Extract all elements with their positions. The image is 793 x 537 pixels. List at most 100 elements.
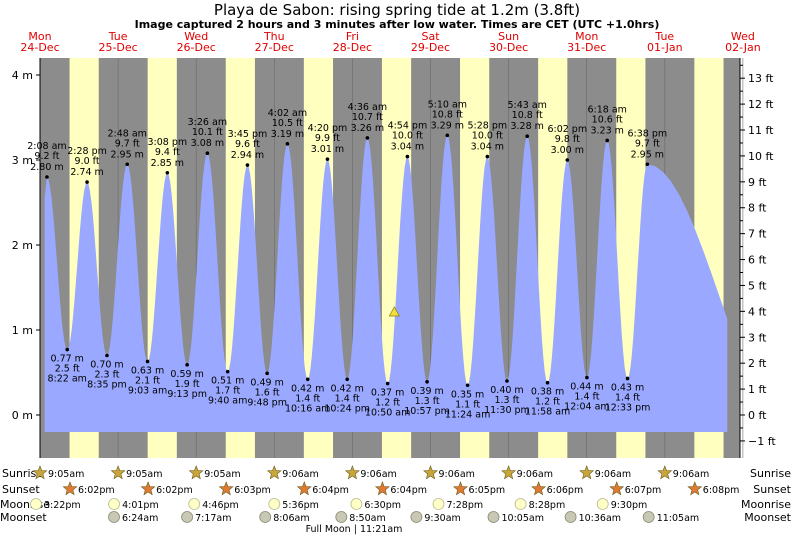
sunrise-icon xyxy=(501,465,517,480)
moonset-icon xyxy=(487,511,500,523)
sunset-label-left: Sunset xyxy=(2,483,40,496)
chart-title: Playa de Sabon: rising spring tide at 1.… xyxy=(214,1,580,19)
day-date: 29-Dec xyxy=(411,41,450,54)
sunrise-icon xyxy=(657,465,673,480)
moonrise-icon xyxy=(108,498,120,510)
sunrise-time: 9:06am xyxy=(595,469,631,480)
low-tide-metres: 0.35 m xyxy=(451,389,484,400)
moonrise-icon xyxy=(432,498,445,510)
low-tide-time: 10:16 am xyxy=(285,403,330,414)
moonrise-time: 6:30pm xyxy=(364,500,401,511)
moonset-icon xyxy=(335,511,348,523)
low-tide-metres: 0.39 m xyxy=(410,386,443,397)
moonrise-icon xyxy=(350,498,363,510)
sunrise-time: 9:05am xyxy=(126,469,162,480)
low-tide-feet: 1.2 ft xyxy=(535,397,560,408)
low-tide-point xyxy=(105,353,109,358)
sunrise-time: 9:06am xyxy=(439,469,475,480)
moonrise-time: 4:46pm xyxy=(202,500,239,511)
high-tide-metres: 3.28 m xyxy=(510,121,543,132)
sunset-time: 6:02pm xyxy=(156,485,193,496)
moonset-label-right: Moonset xyxy=(744,511,791,524)
low-tide-time: 8:22 am xyxy=(48,374,87,385)
sunset-icon xyxy=(374,481,390,496)
day-name: Sun xyxy=(498,30,519,43)
moonset-icon xyxy=(181,511,194,523)
right-tick-label: 11 ft xyxy=(748,124,774,137)
sunrise-time: 9:06am xyxy=(360,469,396,480)
low-tide-feet: 2.3 ft xyxy=(94,370,119,381)
high-tide-time: 4:54 pm xyxy=(388,121,428,132)
high-tide-feet: 9.4 ft xyxy=(155,147,180,158)
high-tide-metres: 3.26 m xyxy=(351,123,384,134)
high-tide-metres: 2.95 m xyxy=(110,149,143,160)
moonset-time: 6:24am xyxy=(122,513,158,524)
sunset-time: 6:05pm xyxy=(469,485,506,496)
moonset-icon xyxy=(564,511,577,523)
high-tide-feet: 9.0 ft xyxy=(75,156,100,167)
moonset-time: 10:36am xyxy=(579,513,621,524)
low-tide-feet: 1.3 ft xyxy=(494,395,519,406)
day-date: 25-Dec xyxy=(98,41,137,54)
moonset-icon xyxy=(642,511,655,523)
low-tide-feet: 1.3 ft xyxy=(415,396,440,407)
right-tick-label: 3 ft xyxy=(748,331,767,344)
sunset-time: 6:08pm xyxy=(703,485,740,496)
low-tide-feet: 1.1 ft xyxy=(455,399,480,410)
sunrise-icon xyxy=(344,465,360,480)
right-tick-label: −1 ft xyxy=(748,435,776,448)
moonset-label-left: Moonset xyxy=(0,511,47,524)
low-tide-point xyxy=(465,383,470,388)
high-tide-metres: 2.85 m xyxy=(151,158,184,169)
moonset-time: 10:05am xyxy=(502,513,544,524)
low-tide-time: 11:58 am xyxy=(525,407,570,418)
high-tide-feet: 10.0 ft xyxy=(472,131,503,142)
sunset-icon xyxy=(218,481,234,496)
moonrise-icon xyxy=(30,498,42,510)
right-tick-label: 9 ft xyxy=(748,176,767,189)
right-tick-label: 6 ft xyxy=(748,254,767,267)
low-tide-time: 12:04 am xyxy=(564,402,609,413)
high-tide-feet: 10.1 ft xyxy=(192,127,223,138)
high-tide-point xyxy=(125,162,130,167)
chart-subtitle: Image captured 2 hours and 3 minutes aft… xyxy=(135,18,660,31)
low-tide-point xyxy=(425,380,429,384)
day-date: 02-Jan xyxy=(725,41,761,54)
low-tide-time: 10:57 pm xyxy=(404,406,450,417)
high-tide-feet: 9.9 ft xyxy=(315,133,340,144)
sunrise-icon xyxy=(422,465,439,480)
low-tide-feet: 2.5 ft xyxy=(55,364,80,375)
moonset-icon xyxy=(259,511,272,523)
high-tide-feet: 10.5 ft xyxy=(272,118,303,129)
high-tide-point xyxy=(565,158,570,162)
high-tide-point xyxy=(285,142,290,146)
left-tick-label: 4 m xyxy=(12,69,33,82)
low-tide-metres: 0.70 m xyxy=(90,360,123,371)
right-tick-label: 7 ft xyxy=(748,228,767,241)
sunset-icon xyxy=(296,481,312,496)
sunset-time: 6:04pm xyxy=(390,485,427,496)
high-tide-feet: 10.6 ft xyxy=(592,114,623,125)
right-tick-label: 8 ft xyxy=(748,202,767,215)
sunset-label-right: Sunset xyxy=(753,483,791,496)
high-tide-point xyxy=(525,134,530,138)
moonrise-icon xyxy=(514,498,527,510)
moonrise-time: 9:30pm xyxy=(611,500,648,511)
sunrise-time: 9:06am xyxy=(673,469,709,480)
current-level-marker xyxy=(388,306,400,317)
high-tide-feet: 9.8 ft xyxy=(555,134,580,145)
low-tide-time: 9:48 pm xyxy=(247,397,287,408)
high-tide-metres: 3.23 m xyxy=(590,125,623,136)
sunrise-label-left: Sunrise xyxy=(2,467,43,480)
sunset-time: 6:04pm xyxy=(312,485,349,496)
high-tide-time: 6:02 pm xyxy=(547,124,587,135)
high-tide-point xyxy=(325,157,330,161)
right-tick-label: 10 ft xyxy=(748,150,774,163)
low-tide-point xyxy=(585,375,589,380)
low-tide-point xyxy=(145,359,150,364)
moonset-time: 8:06am xyxy=(273,513,309,524)
low-tide-point xyxy=(385,381,390,386)
high-tide-metres: 2.74 m xyxy=(70,167,103,178)
moonrise-label-right: Moonrise xyxy=(741,498,791,511)
high-tide-feet: 9.7 ft xyxy=(635,138,660,149)
